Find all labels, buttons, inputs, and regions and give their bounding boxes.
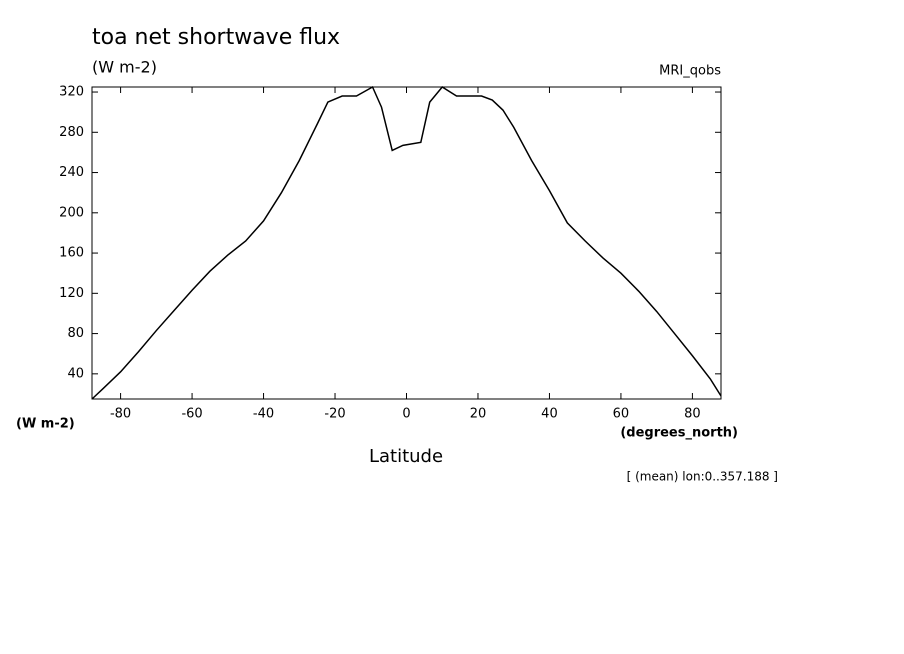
y-tick-label: 80 xyxy=(67,326,84,341)
y-tick-label: 280 xyxy=(59,125,84,140)
y-tick-label: 320 xyxy=(59,85,84,100)
y-tick-label: 120 xyxy=(59,286,84,301)
x-tick-label: 40 xyxy=(541,407,558,422)
y-tick-label: 200 xyxy=(59,205,84,220)
y-tick-label: 160 xyxy=(59,246,84,261)
x-tick-label: -60 xyxy=(181,407,202,422)
dataset-label: MRI_qobs xyxy=(659,64,721,79)
x-tick-label: 60 xyxy=(613,407,630,422)
y-axis-label: (W m-2) xyxy=(16,417,75,432)
plot-frame xyxy=(91,86,722,400)
footnote: [ (mean) lon:0..357.188 ] xyxy=(627,470,778,484)
y-tick-label: 240 xyxy=(59,165,84,180)
y-tick-label: 40 xyxy=(67,366,84,381)
x-tick-label: 80 xyxy=(684,407,701,422)
data-line xyxy=(91,85,722,400)
x-tick-label: -80 xyxy=(110,407,131,422)
x-tick-label: -40 xyxy=(253,407,274,422)
chart-title: toa net shortwave flux xyxy=(92,25,340,50)
units-subtitle: (W m-2) xyxy=(92,58,157,77)
x-tick-label: 20 xyxy=(470,407,487,422)
x-tick-label: 0 xyxy=(402,407,410,422)
x-axis-label: Latitude xyxy=(369,446,443,467)
x-tick-label: -20 xyxy=(324,407,345,422)
x-units: (degrees_north) xyxy=(620,426,738,441)
